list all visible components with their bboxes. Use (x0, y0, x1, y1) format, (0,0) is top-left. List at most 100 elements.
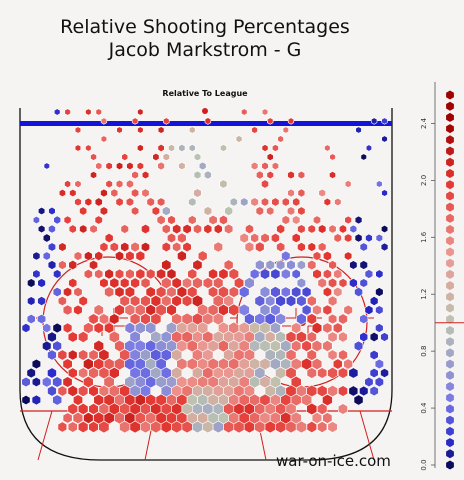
colorbar-swatch (446, 426, 454, 436)
hexbin-cell (21, 394, 31, 406)
hexbin-cell (202, 277, 213, 289)
hexbin-cell (296, 295, 307, 307)
hexbin-cell (240, 197, 249, 207)
hexbin-cell (354, 215, 363, 225)
hexbin-cell (223, 259, 234, 271)
hexbin-cell (74, 197, 82, 207)
hexbin-cell (333, 268, 343, 280)
hexbin-cell (57, 421, 68, 433)
hexbin-cell (161, 276, 172, 290)
chart-title: Relative Shooting Percentages Jacob Mark… (0, 16, 410, 62)
hexbin-cell (89, 224, 98, 234)
hexbin-cell (266, 153, 274, 161)
hexbin-cell (369, 385, 379, 397)
hexbin-cell (349, 278, 358, 288)
hexbin-cell (115, 179, 124, 189)
hexbin-cell (131, 188, 140, 198)
hexbin-cell (109, 277, 120, 289)
hexbin-cell (287, 117, 295, 125)
hexbin-cell (99, 241, 109, 253)
hexbin-cell (332, 322, 343, 334)
hexbin-cell (223, 420, 235, 434)
hexbin-cell (27, 296, 36, 306)
hexbin-cell (375, 287, 384, 297)
hexbin-cell (131, 117, 139, 125)
hexbin-cell (68, 259, 78, 271)
hexbin-cell (192, 259, 203, 271)
hexbin-cell (137, 108, 144, 116)
colorbar-swatch (446, 337, 454, 347)
hexbin-cell (359, 313, 369, 325)
hexbin-cell (297, 206, 306, 216)
hexbin-cell (337, 385, 348, 397)
hexbin-cell (90, 171, 97, 179)
hexbin-cell (189, 126, 196, 134)
hexbin-cell (265, 259, 275, 271)
hexbin-cell (337, 403, 348, 415)
hexbin-cell (105, 161, 113, 171)
hexbin-cell (120, 277, 130, 289)
hexbin-cell (178, 143, 186, 153)
hexbin-cell (177, 250, 187, 262)
hexbin-cell (129, 420, 141, 434)
hexbin-cell (291, 232, 301, 244)
hexbin-cell (93, 339, 104, 353)
hexbin-cell (266, 206, 275, 216)
hexbin-cell (193, 170, 202, 180)
hexbin-cell (254, 295, 266, 307)
hexbin-cell (114, 268, 125, 280)
hexbin-cell (182, 241, 192, 253)
hexbin-cell (192, 276, 203, 290)
hexbin-cell (52, 286, 62, 298)
hexbin-cell (171, 295, 182, 307)
hexbin-cell (119, 295, 130, 307)
hexbin-cell (338, 278, 348, 288)
hexbin-cell (156, 268, 166, 280)
hexbin-cell (37, 278, 46, 288)
hexbin-cell (316, 402, 328, 416)
chart-subtitle: Relative To League (162, 89, 248, 98)
hexbin-cell (202, 420, 214, 434)
title-line-2: Jacob Markstrom - G (108, 39, 302, 61)
colorbar-swatch (446, 101, 454, 111)
hexbin-cell (239, 232, 249, 244)
hexbin-cell (275, 420, 287, 434)
hexbin-layer (21, 108, 389, 434)
hexbin-cell (322, 286, 332, 298)
trapezoid-left (37, 410, 53, 461)
hexbin-cell (259, 285, 271, 299)
hexbin-cell (52, 322, 62, 334)
hexbin-cell (114, 304, 125, 316)
hexbin-cell (208, 268, 218, 280)
colorbar-tick-label: 0.4 (420, 402, 428, 414)
hexbin-cell (187, 268, 198, 280)
hexbin-cell (245, 223, 254, 235)
hexbin-cell (348, 367, 359, 379)
hexbin-cell (94, 215, 103, 225)
hexbin-cell (78, 331, 89, 343)
hexbin-cell (37, 224, 46, 234)
hexbin-cell (69, 188, 77, 198)
hexbin-cell (369, 331, 379, 343)
hexbin-cell (380, 368, 389, 378)
hexbin-cell (58, 188, 66, 198)
hexbin-cell (311, 322, 323, 334)
hexbin-cell (120, 224, 129, 234)
colorbar-swatch (446, 281, 454, 291)
hexbin-cell (115, 250, 124, 262)
hexbin-cell (332, 358, 343, 370)
hexbin-cell (327, 277, 338, 289)
hexbin-cell (266, 170, 274, 180)
hexbin-cell (31, 394, 42, 406)
hexbin-cell (219, 214, 228, 226)
hexbin-cell (67, 421, 78, 433)
hexbin-cell (166, 268, 177, 280)
neutral-dot (202, 108, 208, 114)
hexbin-cell (68, 224, 77, 234)
hexbin-cell (271, 197, 280, 207)
hexbin-cell (234, 277, 245, 289)
hexbin-cell (359, 385, 369, 397)
hexbin-cell (64, 180, 71, 188)
hexbin-cell (104, 232, 114, 244)
hexbin-cell (90, 153, 97, 161)
